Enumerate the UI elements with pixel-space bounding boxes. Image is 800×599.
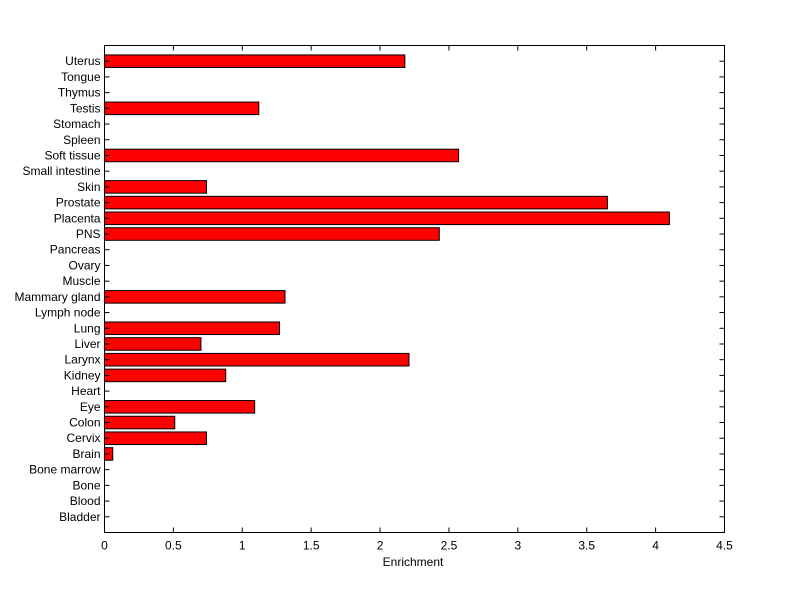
y-tick-label: Soft tissue [44,148,100,162]
x-tick-label: 1 [239,539,246,553]
x-tick-label: 3 [514,539,521,553]
x-tick-label: 2.5 [441,539,458,553]
bar-placenta [104,211,670,226]
y-tick-label: PNS [76,227,101,241]
x-tick-label: 3.5 [578,539,595,553]
y-tick-label: Blood [70,494,101,508]
x-tick-label: 4 [652,539,659,553]
x-tick-labels: 0 0.5 1 1.5 2 2.5 3 3.5 4 4.5 [101,539,733,553]
y-tick-label: Lung [74,321,101,335]
bar-soft-tissue [104,148,460,163]
bar-testis [104,101,260,116]
y-tick-label: Thymus [58,86,101,100]
bar-mammary-gland [104,290,286,304]
bar-colon [104,415,176,430]
plot-frame [104,45,725,533]
y-tick-label: Ovary [68,258,100,272]
bar-eye [104,400,256,414]
y-tick-label: Kidney [64,368,101,382]
y-tick-label: Larynx [64,353,100,367]
y-tick-label: Bone marrow [29,463,101,477]
bar-cervix [104,431,207,446]
x-axis-label: Enrichment [383,555,444,569]
x-tick-label: 1.5 [303,539,320,553]
y-tick-label: Bladder [59,510,100,524]
y-tick-label: Placenta [54,211,101,225]
y-tick-label: Prostate [56,196,101,210]
y-tick-label: Skin [77,180,100,194]
y-tick-label: Tongue [61,70,101,84]
y-tick-label: Small intestine [22,164,100,178]
y-tick-label: Bone [72,478,100,492]
y-tick-label: Uterus [65,54,100,68]
x-tick-label: 0.5 [165,539,182,553]
bar-liver [104,337,202,351]
y-tick-label: Mammary gland [14,290,100,304]
ticks-group [104,45,725,533]
bar-uterus [104,54,406,68]
y-tick-label: Stomach [53,117,100,131]
y-tick-label: Pancreas [50,243,101,257]
y-tick-label: Eye [80,400,101,414]
x-tick-label: 2 [377,539,384,553]
y-tick-label: Lymph node [35,306,101,320]
bars-group [104,54,670,461]
bar-pns [104,227,440,241]
y-tick-label: Heart [71,384,101,398]
y-tick-label: Brain [72,447,100,461]
y-tick-label: Spleen [63,133,100,147]
bar-lung [104,321,280,336]
y-tick-label: Colon [69,416,100,430]
bar-larynx [104,352,410,367]
x-tick-label: 4.5 [716,539,733,553]
bar-skin [104,180,207,194]
bar-prostate [104,195,608,210]
x-tick-label: 0 [101,539,108,553]
y-tick-label: Cervix [66,431,100,445]
y-tick-label: Muscle [62,274,100,288]
y-tick-label: Testis [70,101,101,115]
bar-kidney [104,368,227,383]
y-tick-label: Liver [74,337,100,351]
